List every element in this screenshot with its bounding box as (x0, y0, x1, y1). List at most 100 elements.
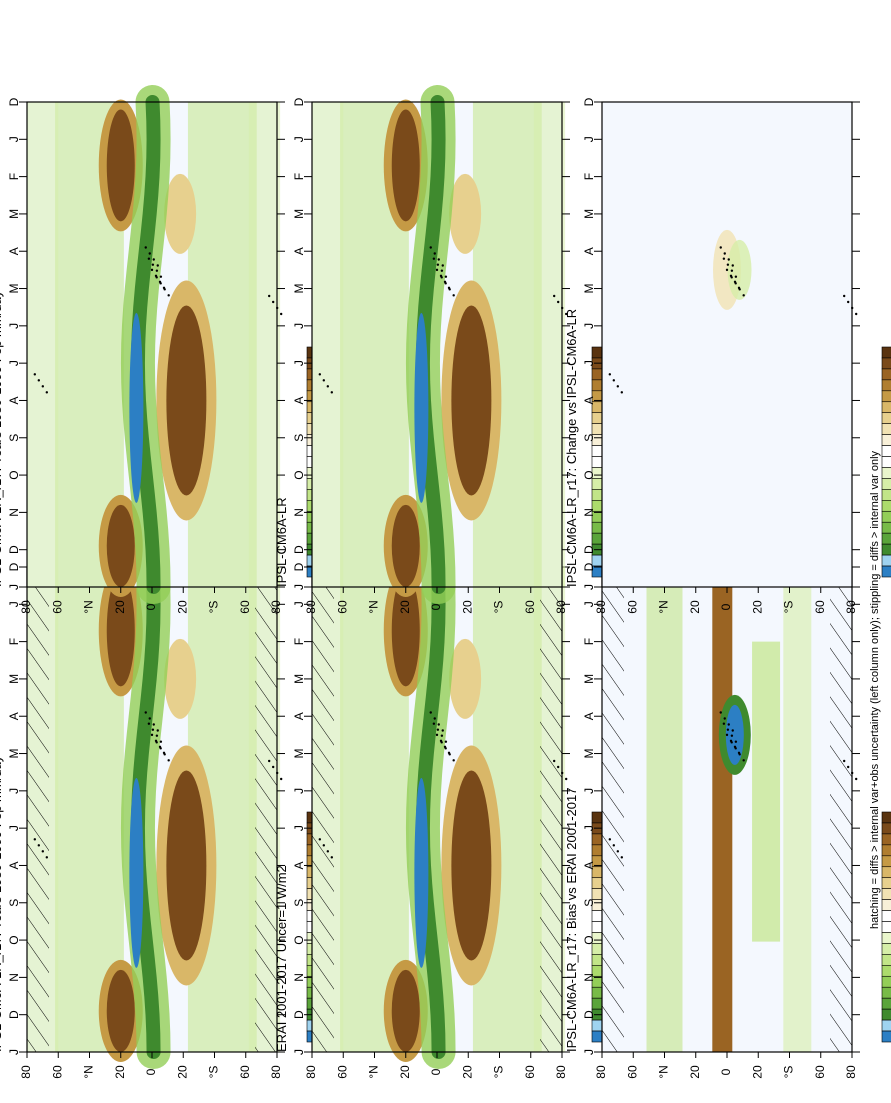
stipple-dot (440, 269, 444, 272)
lat-tick-label: 60 (238, 1065, 252, 1079)
stipple-dot (152, 258, 155, 261)
contour-band (449, 173, 482, 254)
month-tick-label: D (7, 1010, 21, 1019)
lat-tick-label: °S (782, 1066, 796, 1079)
month-tick-label: N (7, 973, 21, 982)
stipple-dot (616, 850, 620, 853)
month-tick-label: F (582, 173, 596, 180)
stipple-dot (150, 268, 154, 272)
lat-tick-label: 20 (688, 1065, 702, 1079)
stipple-dot (444, 740, 448, 743)
stipple-dot (440, 741, 443, 744)
contour-band (725, 704, 744, 765)
stipple-dot (322, 844, 326, 847)
colorbar-swatch (881, 877, 891, 889)
contour-band (166, 770, 207, 961)
month-tick-label: N (582, 973, 596, 982)
colorbar-swatch (881, 532, 891, 545)
contour-band (106, 504, 135, 587)
stipple-dot (435, 268, 439, 272)
stipple-dot (846, 300, 850, 304)
colorbar-swatch (881, 467, 891, 479)
stipple-dot (556, 765, 560, 769)
stipple-dot (552, 294, 556, 298)
colorbar-swatch (881, 368, 891, 381)
stipple-dot (147, 722, 151, 725)
lat-tick-label: 80 (19, 600, 33, 614)
month-tick-label: A (582, 396, 596, 404)
colorbar-swatch (881, 554, 891, 567)
contour-band (752, 641, 781, 942)
stipple-dot (556, 300, 560, 304)
stipple-dot (167, 759, 170, 762)
hatching (830, 567, 852, 1052)
month-tick-label: J (582, 360, 596, 366)
month-tick-label: O (582, 470, 596, 479)
month-tick-label: S (7, 899, 21, 907)
month-tick-label: J (582, 136, 596, 142)
colorbar-swatch (881, 1019, 891, 1032)
contour-band (727, 239, 752, 300)
stipple-dot (279, 312, 283, 316)
month-tick-label: M (292, 674, 306, 684)
stipple-dot (719, 711, 722, 714)
stipple-dot (144, 711, 147, 714)
contour-band (451, 305, 492, 496)
lat-tick-label: 0 (144, 1068, 158, 1075)
stipple-dot (723, 252, 726, 255)
month-tick-label: O (292, 470, 306, 479)
month-tick-label: J (292, 788, 306, 794)
colorbar-swatch (881, 910, 891, 922)
stipple-dot (722, 722, 726, 725)
stipple-dot (616, 385, 620, 388)
panel-title: ERAI 2001-2017 Uncer=1 W/m2 (274, 865, 289, 1052)
month-tick-label: D (582, 97, 596, 106)
colorbar-swatch (881, 833, 891, 846)
lat-tick-label: °N (367, 600, 381, 613)
colorbar-swatch (881, 811, 891, 824)
stipple-dot (620, 391, 624, 394)
stipple-dot (433, 252, 436, 255)
month-tick-label: D (292, 1010, 306, 1019)
month-tick-label: O (7, 470, 21, 479)
stipple-dot (159, 747, 162, 750)
colorbar-swatch (881, 866, 891, 879)
stipple-dot (156, 264, 159, 267)
colorbar-swatch (881, 965, 891, 977)
lat-tick-label: °N (657, 600, 671, 613)
stipple-dot (564, 312, 568, 316)
stipple-dot (159, 275, 163, 278)
stipple-dot (41, 385, 45, 388)
stipple-dot (155, 741, 158, 744)
lat-tick-label: 20 (113, 1065, 127, 1079)
contour-band (533, 102, 566, 587)
stipple-dot (432, 722, 436, 725)
colorbar-swatch (881, 855, 891, 868)
stipple-dot (448, 288, 451, 291)
contour-band (106, 109, 135, 222)
lat-tick-label: 20 (460, 1065, 474, 1079)
month-tick-label: M (7, 209, 21, 219)
stipple-dot (429, 711, 432, 714)
month-tick-label: N (7, 508, 21, 517)
lat-tick-label: 20 (113, 600, 127, 614)
stipple-dot (159, 282, 162, 285)
colorbar-swatch (881, 423, 891, 435)
stipple-dot (742, 294, 745, 297)
lat-tick-label: 20 (688, 600, 702, 614)
stipple-dot (444, 282, 447, 285)
stipple-dot (436, 263, 440, 266)
panel-title: IPSL-CM6A-LR_r17: Years 1980-1999 : ep m… (0, 290, 4, 587)
lat-tick-label: 0 (719, 603, 733, 610)
lat-tick-label: °S (207, 1066, 221, 1079)
lat-tick-label: 20 (175, 600, 189, 614)
stipple-dot (37, 379, 41, 382)
month-tick-label: D (7, 97, 21, 106)
month-tick-label: F (582, 638, 596, 645)
colorbar-swatch (881, 822, 891, 835)
stipple-dot (144, 246, 147, 249)
contour-band (451, 770, 492, 961)
